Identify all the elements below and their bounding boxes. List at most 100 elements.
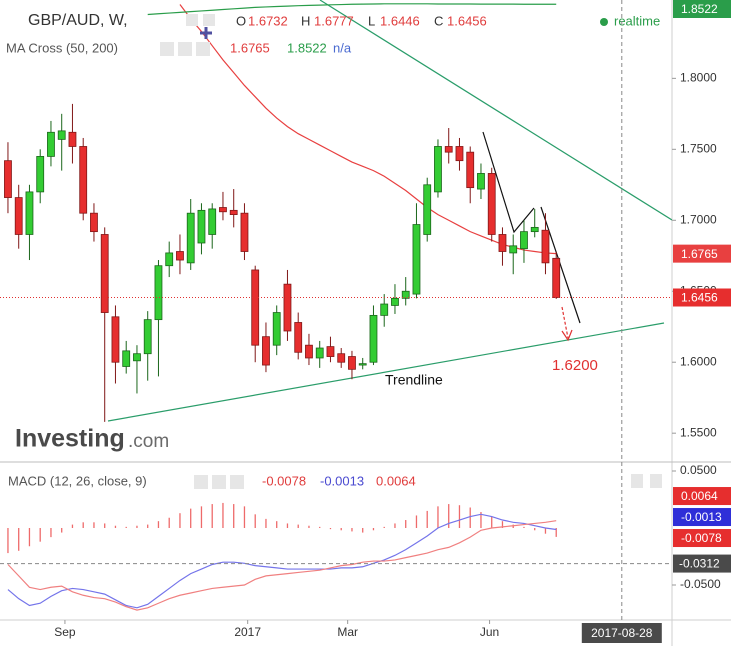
ma-line [147,3,557,16]
ohlc-label: H [301,13,310,28]
symbol-title: GBP/AUD, W, [28,12,128,29]
candle-body [541,229,550,264]
candle-body [240,212,249,252]
candle-body [358,363,367,366]
icon [196,42,210,56]
candle-body [315,347,324,359]
annotation: Trendline [385,372,443,388]
macd-pane [7,502,557,611]
ohlc-label: C [434,13,443,28]
candle-body [272,312,281,346]
candle-body [68,131,77,147]
ohlc-value: 1.6732 [248,13,288,28]
candle-body [133,353,141,362]
ohlc-label: O [236,13,246,28]
indicator-icons [160,42,210,56]
candle-body [219,207,227,213]
macd-axis-label-bg [673,487,731,506]
candle-body [165,252,174,267]
macd-icons [194,474,662,489]
forecast-arrow [561,306,569,339]
candle-body [122,350,131,367]
ma-axis-label-bg [673,0,731,18]
icon [230,475,244,489]
crosshair-date: 2017-08-28 [591,626,653,640]
macd-axis-label-bg [673,529,731,548]
indicator-value: n/a [333,40,352,55]
indicator-title: MA Cross (50, 200) [6,40,118,55]
macd-value: -0.0013 [320,473,364,488]
candle-body [455,146,464,162]
candle-body [251,269,260,346]
y-tick-label: -0.0500 [680,577,721,591]
candle-body [423,184,432,235]
status: realtime [614,13,660,28]
y-tick-label: 0.0500 [680,463,717,477]
ma-axis-label-bg [673,244,731,263]
candle-body [186,212,195,264]
candle-body [391,297,399,306]
candle-body [143,319,152,355]
candle-body [262,336,270,366]
macd-axis-label: 0.0064 [681,489,718,503]
candle-body [305,344,313,359]
watermark: .com [128,431,169,452]
header-icons [186,14,215,39]
candle-body [79,146,88,214]
price-pane [0,0,672,422]
macd-value: -0.0078 [262,473,306,488]
candle-body [197,209,206,244]
candle-body [348,356,356,370]
crosshair-value: -0.0312 [679,557,720,571]
icon [178,42,192,56]
candle-body [154,265,163,321]
macd-title: MACD (12, 26, close, 9) [8,473,147,488]
status-dot [600,18,608,26]
candle-body [4,160,12,198]
candle-body [111,316,120,363]
candle-body [552,257,561,298]
candle-body [487,173,496,235]
price-axis-label-bg [673,288,731,307]
candle-body [477,173,485,190]
price-axis-label: 1.6456 [681,291,718,305]
candle-body [14,197,23,235]
x-tick-label: Sep [54,625,76,639]
ma-axis-label: 1.6765 [681,247,718,261]
drawn-line [540,206,581,324]
macd-axis-label-bg [673,508,731,527]
candle-body [466,151,475,189]
channel-line [319,0,672,221]
macd-line [7,520,557,611]
candle-body [100,234,109,313]
indicator-value: 1.6765 [230,40,270,55]
y-tick-label: 1.7000 [680,212,717,226]
ohlc-value: 1.6456 [447,13,487,28]
candle-body [90,212,98,233]
candle-body [208,208,217,235]
icon [160,42,174,56]
crosshair-value-bg [673,554,731,573]
y-tick-label: 1.6000 [680,354,717,368]
candle-body [229,209,238,216]
trendline [107,322,665,422]
icon [203,14,215,26]
candle-body [412,224,421,295]
candle-body [36,156,45,193]
candle-body [176,251,184,261]
icon [631,474,643,488]
macd-axis-label: -0.0013 [681,510,722,524]
x-tick-label: 2017 [234,625,261,639]
candle-body [520,231,528,250]
candle-body [509,245,518,254]
macd-line [7,513,557,609]
ohlc-label: L [368,13,375,28]
candle-body [337,353,346,363]
candle-body [283,283,292,332]
candle-body [434,146,442,193]
arrow-head [561,329,573,342]
icon [194,475,208,489]
icon [212,475,226,489]
